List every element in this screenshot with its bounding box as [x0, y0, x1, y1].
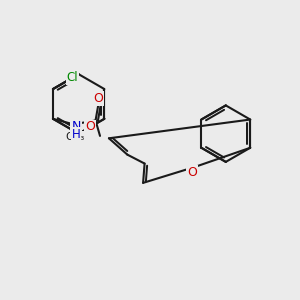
Text: O: O — [187, 166, 197, 179]
Text: O: O — [85, 121, 95, 134]
Text: O: O — [94, 92, 103, 105]
Text: Cl: Cl — [67, 71, 78, 84]
Text: N: N — [71, 120, 81, 133]
Text: H: H — [72, 128, 80, 141]
Text: CH₃: CH₃ — [65, 132, 84, 142]
